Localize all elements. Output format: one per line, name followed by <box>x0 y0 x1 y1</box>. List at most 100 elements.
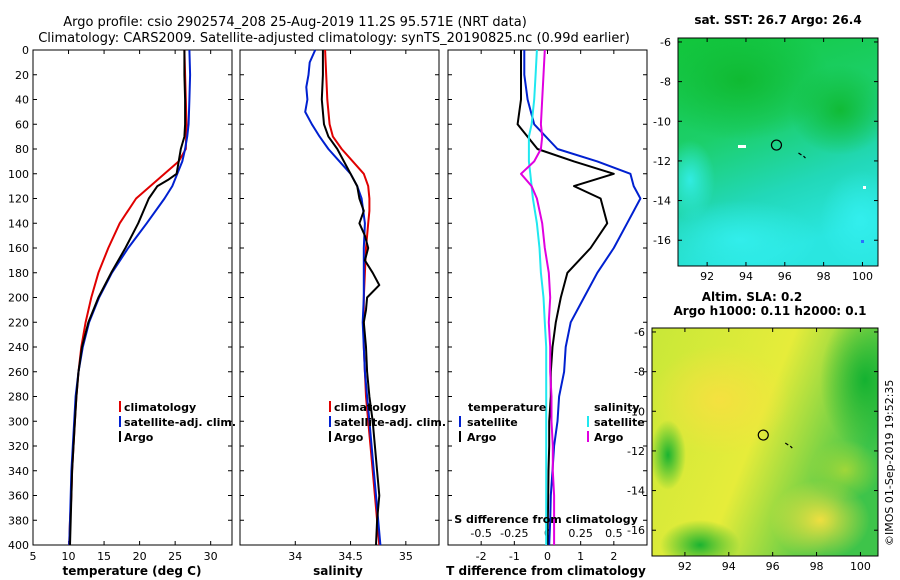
x-tick-label: -2 <box>476 550 487 563</box>
depth-tick-label: 320 <box>8 440 29 453</box>
depth-tick-label: 240 <box>8 341 29 354</box>
lon-tick-label: 96 <box>778 270 792 283</box>
x-tick-label: 35 <box>399 550 413 563</box>
depth-tick-label: 280 <box>8 391 29 404</box>
depth-tick-label: 180 <box>8 267 29 280</box>
temperature-legend: climatology satellite-adj. clim. Argo <box>119 401 236 444</box>
sla-low-patch <box>652 420 686 490</box>
x-tick-label: 34 <box>288 550 302 563</box>
lon-tick-label: 92 <box>700 270 714 283</box>
series-line-argo <box>69 50 187 546</box>
depth-tick-label: 0 <box>22 44 29 57</box>
lat-tick-label: -14 <box>627 485 645 498</box>
legend-s-satellite-label: satellite <box>594 416 645 429</box>
lon-tick-label: 94 <box>722 560 736 573</box>
x-tick-label: 5 <box>30 550 37 563</box>
depth-tick-label: 120 <box>8 193 29 206</box>
sst-missing-pixel <box>738 145 746 148</box>
t-difference-axis-label: T difference from climatology <box>446 564 646 578</box>
sst-map <box>678 38 878 266</box>
argo-track-marker <box>798 152 806 159</box>
depth-tick-label: 20 <box>15 69 29 82</box>
lat-tick-label: -10 <box>627 405 645 418</box>
sst-warm-patch <box>790 65 878 155</box>
copyright-stamp: ©IMOS 01-Sep-2019 19:52:35 <box>883 380 896 546</box>
temperature-panel: 5 10 15 20 25 30 <box>30 49 232 563</box>
depth-tick-label: 200 <box>8 292 29 305</box>
x-tick-label: 25 <box>168 550 182 563</box>
legend-satellite-label: satellite-adj. clim. <box>124 416 236 429</box>
difference-legend: temperature satellite Argo salinity sate… <box>459 401 645 444</box>
s-difference-axis-label: S difference from climatology <box>454 513 638 526</box>
s-tick-label: 0.25 <box>568 527 593 540</box>
salinity-panel-frame <box>239 49 440 546</box>
x-tick-label: 30 <box>204 550 218 563</box>
sla-mid-patch <box>810 440 878 500</box>
sla-map-title: Altim. SLA: 0.2 <box>702 290 803 304</box>
temperature-axis-label: temperature (deg C) <box>63 564 202 578</box>
sst-map-frame <box>677 37 879 267</box>
lon-tick-label: 96 <box>766 560 780 573</box>
depth-tick-label: 300 <box>8 415 29 428</box>
lat-tick-label: -8 <box>634 366 645 379</box>
lat-tick-label: -12 <box>627 445 645 458</box>
series-line-argo <box>320 50 381 546</box>
lon-tick-label: 98 <box>810 560 824 573</box>
s-tick-label: -0.5 <box>470 527 491 540</box>
legend-satellite-label: satellite-adj. clim. <box>334 416 446 429</box>
lat-tick-label: -8 <box>660 76 671 89</box>
argo-location-marker <box>770 139 783 151</box>
depth-tick-label: 100 <box>8 168 29 181</box>
depth-tick-label: 40 <box>15 94 29 107</box>
difference-panel-frame <box>447 49 648 546</box>
salinity-panel: 34 34.5 35 <box>240 49 439 563</box>
sst-map-axes: 92 94 96 98 100 -6 -8 -10 -12 -14 -16 <box>653 36 878 283</box>
sst-cool-patch <box>678 140 715 220</box>
sla-map-subtitle: Argo h1000: 0.11 h2000: 0.1 <box>673 304 866 318</box>
depth-tick-labels: 0 20 40 60 80 100 120 140 160 180 200 220 240 260 280 3… <box>8 44 29 552</box>
legend-argo-label: Argo <box>334 431 364 444</box>
sst-cold-pixel <box>861 240 864 243</box>
figure-title-line2: Climatology: CARS2009. Satellite-adjuste… <box>38 31 630 46</box>
lat-tick-label: -6 <box>660 36 671 49</box>
depth-tick-label: 220 <box>8 316 29 329</box>
x-tick-label: 34.5 <box>338 550 363 563</box>
legend-salinity-title: salinity <box>594 401 640 414</box>
sla-map-axes: 92 94 96 98 100 -6 -8 -10 -12 -14 -16 <box>627 326 878 573</box>
sla-high-patch <box>652 345 790 455</box>
lat-tick-label: -16 <box>653 234 671 247</box>
x-tick-label: 15 <box>97 550 111 563</box>
x-tick-label: 10 <box>62 550 76 563</box>
lat-tick-label: -16 <box>627 524 645 537</box>
sla-map <box>652 328 878 556</box>
legend-t-satellite-label: satellite <box>467 416 518 429</box>
sla-low-patch <box>820 328 878 450</box>
s-tick-label: 0.5 <box>605 527 623 540</box>
temperature-panel-frame <box>32 49 233 546</box>
x-tick-label: -1 <box>509 550 520 563</box>
sst-cool-patch <box>820 170 878 266</box>
lat-tick-label: -6 <box>634 326 645 339</box>
depth-tick-label: 80 <box>15 143 29 156</box>
series-line-satellite <box>304 49 382 546</box>
x-tick-label: 20 <box>133 550 147 563</box>
lon-tick-label: 98 <box>817 270 831 283</box>
x-tick-label: 1 <box>577 550 584 563</box>
lon-tick-label: 100 <box>852 270 873 283</box>
series-line-t-argo <box>516 50 615 546</box>
legend-temperature-title: temperature <box>468 401 546 414</box>
series-line-s-satellite <box>527 49 548 545</box>
argo-location-marker <box>757 429 769 441</box>
depth-tick-label: 340 <box>8 465 29 478</box>
sla-low-patch <box>660 520 740 556</box>
lon-tick-label: 94 <box>739 270 753 283</box>
s-tick-label: -0.25 <box>500 527 528 540</box>
series-line-climatology <box>324 49 381 546</box>
figure-title-line1: Argo profile: csio 2902574_208 25-Aug-20… <box>63 15 527 30</box>
legend-argo-label: Argo <box>124 431 154 444</box>
x-tick-label: 2 <box>610 550 617 563</box>
argo-track-marker <box>784 442 793 449</box>
sla-map-frame <box>651 327 879 557</box>
depth-tick-label: 400 <box>8 539 29 552</box>
